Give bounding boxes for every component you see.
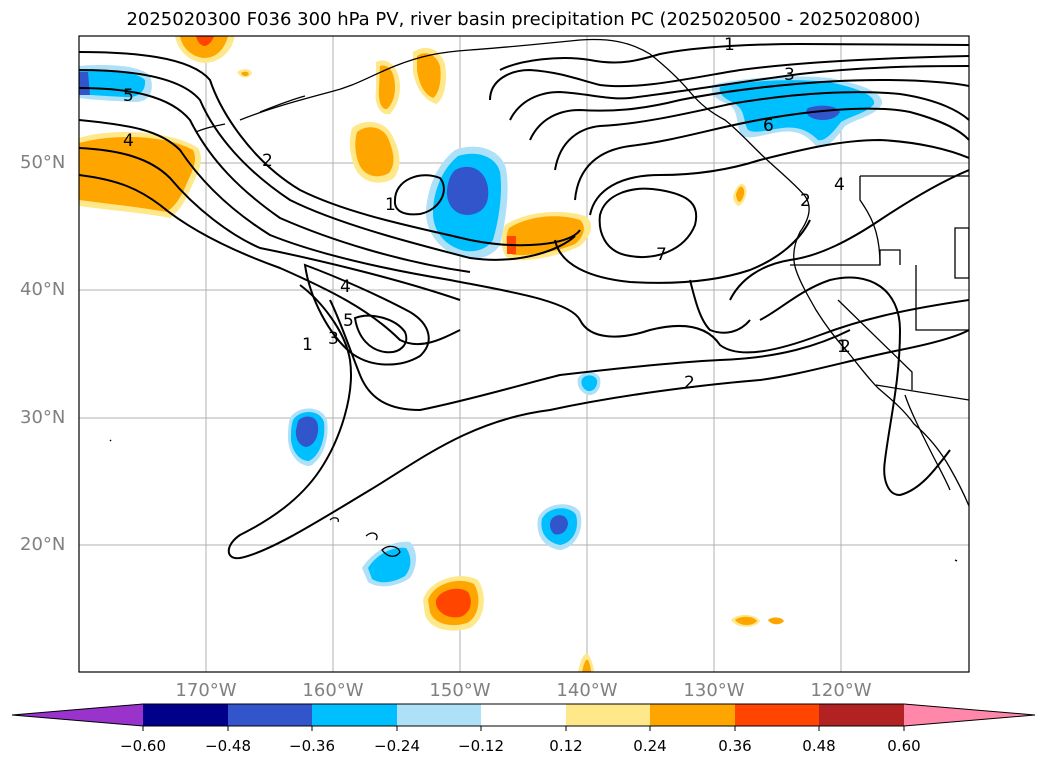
lat-label-20n: 20°N <box>20 534 66 555</box>
lat-label-30n: 30°N <box>20 407 66 428</box>
colorbar-tick: 0.60 <box>887 737 921 755</box>
colorbar-segment <box>312 704 397 726</box>
pv-label: 1 <box>837 337 848 357</box>
lon-label-140w: 140°W <box>556 680 618 701</box>
precip-shading <box>79 36 883 672</box>
ca-nv-border <box>837 299 913 390</box>
pv-label: 2 <box>840 337 851 357</box>
colorbar-segment <box>397 704 481 726</box>
lon-label-170w: 170°W <box>175 680 237 701</box>
precip-blob-positive <box>79 136 195 212</box>
pv-contour-1 <box>227 284 969 560</box>
pv-label: 2 <box>800 191 811 211</box>
pv-label: 3 <box>328 329 339 349</box>
colorbar-segment <box>735 704 819 726</box>
colorbar-segment <box>481 704 566 726</box>
colorbar-tick: −0.12 <box>458 737 504 755</box>
coastlines <box>109 38 969 562</box>
colorbar-segment <box>566 704 650 726</box>
pv-label: 4 <box>123 131 134 151</box>
pv-contours <box>79 42 969 560</box>
colorbar-tick: 0.36 <box>718 737 752 755</box>
pv-label: 5 <box>343 311 354 331</box>
lon-label-130w: 130°W <box>683 680 745 701</box>
lat-label-40n: 40°N <box>20 279 66 300</box>
lat-label-50n: 50°N <box>20 152 66 173</box>
pv-contour-labels: 1 1 1 1 2 2 2 2 3 3 4 4 4 5 5 6 7 <box>123 35 851 393</box>
colorbar-tick: −0.36 <box>289 737 335 755</box>
pv-label: 1 <box>302 335 313 355</box>
pv-contour-2 <box>79 119 969 354</box>
pv-label: 6 <box>763 116 774 136</box>
colorbar-tick: −0.24 <box>374 737 420 755</box>
precip-blob-max <box>436 588 471 618</box>
colorbar-segment <box>650 704 735 726</box>
map-panel: 1 1 1 1 2 2 2 2 3 3 4 4 4 5 5 6 7 <box>79 35 969 672</box>
pv-label: 1 <box>385 195 396 215</box>
colorbar-tick: 0.24 <box>633 737 667 755</box>
pv-label: 3 <box>784 65 795 85</box>
pv-label: 1 <box>724 35 735 55</box>
map-title: 2025020300 F036 300 hPa PV, river basin … <box>126 9 921 30</box>
pv-label: 4 <box>340 277 351 297</box>
map-frame <box>78 35 970 673</box>
colorbar-tick: −0.48 <box>205 737 251 755</box>
gridlines <box>79 36 969 672</box>
colorbar <box>11 703 1036 731</box>
pv-label: 7 <box>656 245 667 265</box>
pv-contour-7 <box>598 187 698 258</box>
colorbar-segment <box>143 704 228 726</box>
colorbar-extend-min <box>12 704 143 726</box>
colorbar-segment <box>819 704 904 726</box>
pv-label: 5 <box>123 86 134 106</box>
colorbar-segment <box>228 704 312 726</box>
lon-label-160w: 160°W <box>302 680 364 701</box>
colorbar-tick: −0.60 <box>120 737 166 755</box>
pv-label: 4 <box>834 175 845 195</box>
colorbar-tick: 0.12 <box>549 737 583 755</box>
pv-label: 2 <box>684 373 695 393</box>
lon-label-150w: 150°W <box>429 680 491 701</box>
lon-label-120w: 120°W <box>810 680 872 701</box>
pv-contour-5 <box>353 314 408 354</box>
pv-contour-4 <box>303 263 430 366</box>
pv-label: 2 <box>262 151 273 171</box>
colorbar-extend-max <box>904 704 1035 726</box>
colorbar-tick: 0.48 <box>802 737 836 755</box>
us-mexico-border <box>875 384 969 401</box>
